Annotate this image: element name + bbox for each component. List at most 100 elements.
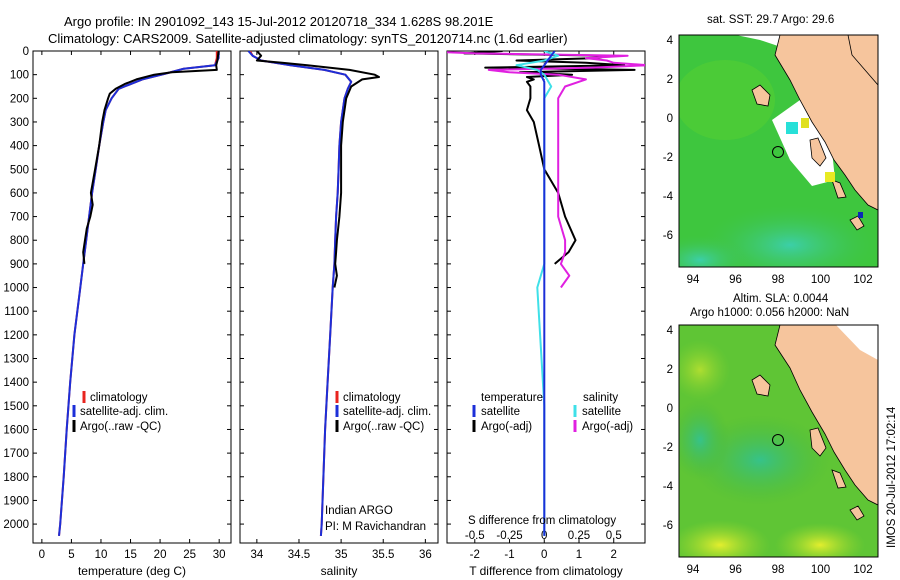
map-x-tick-label: 96 (729, 564, 742, 576)
x-tick-label: 30 (213, 549, 226, 561)
y-tick-label: 1900 (3, 495, 29, 507)
sla-map-title: Altim. SLA: 0.0044 (733, 293, 829, 305)
series-layer (58, 51, 645, 537)
legend-label-climatology: climatology (343, 392, 401, 404)
island-4 (849, 505, 865, 521)
y-tick-label: 1300 (3, 354, 29, 366)
legend-label-satellite-clim: satellite-adj. clim. (343, 406, 431, 418)
x-tick-label: 35 (335, 549, 348, 561)
map-y-tick-label: 2 (667, 364, 673, 376)
map-y-tick-label: 4 (667, 325, 674, 337)
map-x-tick-label: 100 (811, 274, 830, 286)
map-x-tick-label: 102 (853, 274, 872, 286)
y-tick-label: 0 (23, 46, 29, 58)
y-tick-label: 1500 (3, 401, 29, 413)
difference-legend: temperature salinity satellite Argo(-adj… (468, 392, 633, 527)
sst-cyan-pixel (786, 122, 798, 134)
figure-title-line2: Climatology: CARS2009. Satellite-adjuste… (48, 31, 568, 46)
x-tick-label: 2 (611, 549, 617, 561)
sla-high-patch (679, 520, 770, 557)
map-y-tick-label: -4 (663, 191, 674, 203)
sla-map-subtitle: Argo h1000: 0.056 h2000: NaN (690, 307, 849, 319)
legend-label-sal-satellite: satellite (582, 406, 621, 418)
sst-warm-patch (679, 60, 775, 140)
legend-label-climatology: climatology (90, 392, 148, 404)
sla-map (679, 325, 878, 557)
series-line-argo-raw-qc- (82, 51, 220, 265)
map-x-tick-label: 102 (853, 564, 872, 576)
y-tick-label: 700 (10, 212, 29, 224)
temperature-legend: climatology satellite-adj. clim. Argo(..… (72, 391, 168, 433)
map-y-tick-label: 2 (667, 74, 673, 86)
x-tick-label: 10 (95, 549, 108, 561)
x-tick-label: 0 (541, 549, 547, 561)
malay-land (847, 35, 878, 86)
y-tick-label: 800 (10, 235, 29, 247)
sst-dark-pixel (858, 212, 863, 218)
panel-series-group (58, 51, 220, 537)
y-tick-label: 100 (10, 70, 29, 82)
s-diff-tick-label: -0.5 (465, 530, 485, 542)
sst-cool-patch-2 (679, 235, 750, 267)
x-tick-label: 1 (576, 549, 582, 561)
x-tick-label: 5 (68, 549, 74, 561)
y-tick-label: 1100 (4, 306, 29, 318)
sst-map-title: sat. SST: 29.7 Argo: 29.6 (707, 14, 834, 26)
sst-yellow-pixel (801, 118, 809, 128)
legend-label-argo: Argo(..raw -QC) (80, 421, 161, 433)
x-tick-label: 34 (250, 549, 263, 561)
map-y-tick-label: -4 (663, 481, 674, 493)
x-tick-label: 35.5 (372, 549, 394, 561)
legend-label-temp-satellite: satellite (481, 406, 520, 418)
x-tick-label: -1 (504, 549, 514, 561)
y-tick-label: 1200 (3, 330, 29, 342)
legend-label-argo: Argo(..raw -QC) (343, 421, 424, 433)
sla-high-patch-2 (775, 523, 865, 557)
argo-location-marker (772, 146, 784, 158)
map-y-tick-label: -2 (663, 442, 673, 454)
y-tick-label: 1600 (3, 424, 29, 436)
series-line-satellite-adj-clim- (247, 51, 353, 536)
salinity-axis-label: salinity (321, 564, 358, 578)
figure-title-line1: Argo profile: IN 2901092_143 15-Jul-2012… (64, 14, 494, 29)
sumatra-land (774, 35, 878, 211)
x-tick-label: 0 (39, 549, 45, 561)
island-4 (849, 215, 865, 231)
map-y-tick-label: -6 (663, 520, 673, 532)
float-programme-label: Indian ARGO (325, 505, 393, 517)
y-tick-label: 1000 (3, 283, 29, 295)
float-pi-label: PI: M Ravichandran (325, 521, 426, 533)
y-tick-label: 900 (10, 259, 29, 271)
s-diff-tick-label: -0.25 (496, 530, 522, 542)
legend-header-temperature: temperature (481, 392, 543, 404)
y-tick-label: 200 (10, 93, 29, 105)
island-2 (809, 137, 827, 167)
y-tick-label: 400 (10, 141, 29, 153)
y-tick-label: 300 (10, 117, 29, 129)
map-y-tick-label: -2 (663, 152, 673, 164)
map-y-tick-label: 0 (667, 403, 673, 415)
x-tick-label: 36 (419, 549, 432, 561)
y-tick-label: 1800 (3, 472, 29, 484)
map-x-tick-label: 94 (687, 274, 700, 286)
legend-label-temp-argo: Argo(-adj) (481, 421, 532, 433)
island-3 (831, 179, 847, 199)
series-line-temperature-satellite (539, 51, 556, 536)
sla-missing-area (836, 325, 878, 360)
panel-series-group (247, 51, 380, 536)
imos-timestamp: IMOS 20-Jul-2012 17:02:14 (886, 406, 898, 548)
map-x-tick-label: 98 (772, 274, 785, 286)
temperature-axis-label: temperature (deg C) (78, 564, 186, 578)
panel-series-group (447, 51, 645, 536)
map-x-tick-label: 94 (687, 564, 700, 576)
y-tick-label: 500 (10, 164, 29, 176)
sumatra-land (774, 325, 878, 506)
sst-map (679, 35, 878, 267)
t-difference-axis-label: T difference from climatology (469, 564, 623, 578)
sla-high-patch-3 (679, 340, 730, 400)
s-diff-tick-label: 0.25 (568, 530, 590, 542)
x-tick-label: 15 (124, 549, 137, 561)
s-diff-tick-label: 0.5 (606, 530, 622, 542)
y-tick-label: 2000 (3, 519, 29, 531)
